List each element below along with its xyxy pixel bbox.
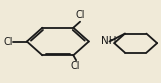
- Text: Cl: Cl: [3, 37, 13, 46]
- Text: Cl: Cl: [70, 61, 80, 71]
- Text: NH: NH: [101, 36, 116, 46]
- Text: Cl: Cl: [76, 10, 85, 21]
